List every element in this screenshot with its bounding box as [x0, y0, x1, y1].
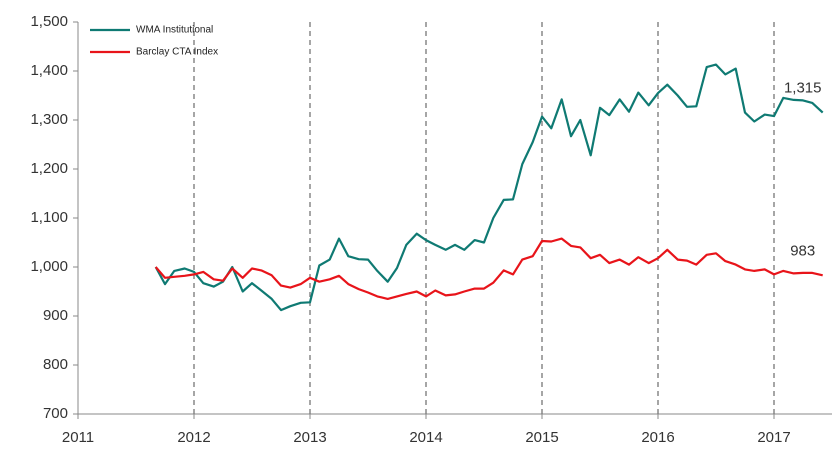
series-line — [154, 237, 823, 300]
y-tick-label: 1,300 — [30, 111, 68, 128]
y-tick-label: 800 — [43, 356, 68, 373]
x-tick-label: 2016 — [641, 429, 674, 446]
legend-label: WMA Institutional — [136, 25, 213, 36]
y-tick-label: 900 — [43, 307, 68, 324]
x-tick-label: 2017 — [757, 429, 790, 446]
annotation: 983 — [790, 242, 815, 259]
annotation: 1,315 — [784, 80, 822, 97]
x-tick-label: 2012 — [177, 429, 210, 446]
y-tick-label: 1,000 — [30, 258, 68, 275]
y-tick-label: 700 — [43, 405, 68, 422]
y-tick-label: 1,500 — [30, 13, 68, 30]
y-tick-label: 1,400 — [30, 62, 68, 79]
x-tick-label: 2014 — [409, 429, 442, 446]
y-tick-label: 1,200 — [30, 160, 68, 177]
series-line — [154, 63, 824, 312]
y-tick-label: 1,100 — [30, 209, 68, 226]
x-tick-label: 2011 — [62, 429, 94, 446]
legend-label: Barclay CTA Index — [136, 47, 218, 58]
x-tick-label: 2013 — [293, 429, 326, 446]
x-tick-label: 2015 — [525, 429, 558, 446]
